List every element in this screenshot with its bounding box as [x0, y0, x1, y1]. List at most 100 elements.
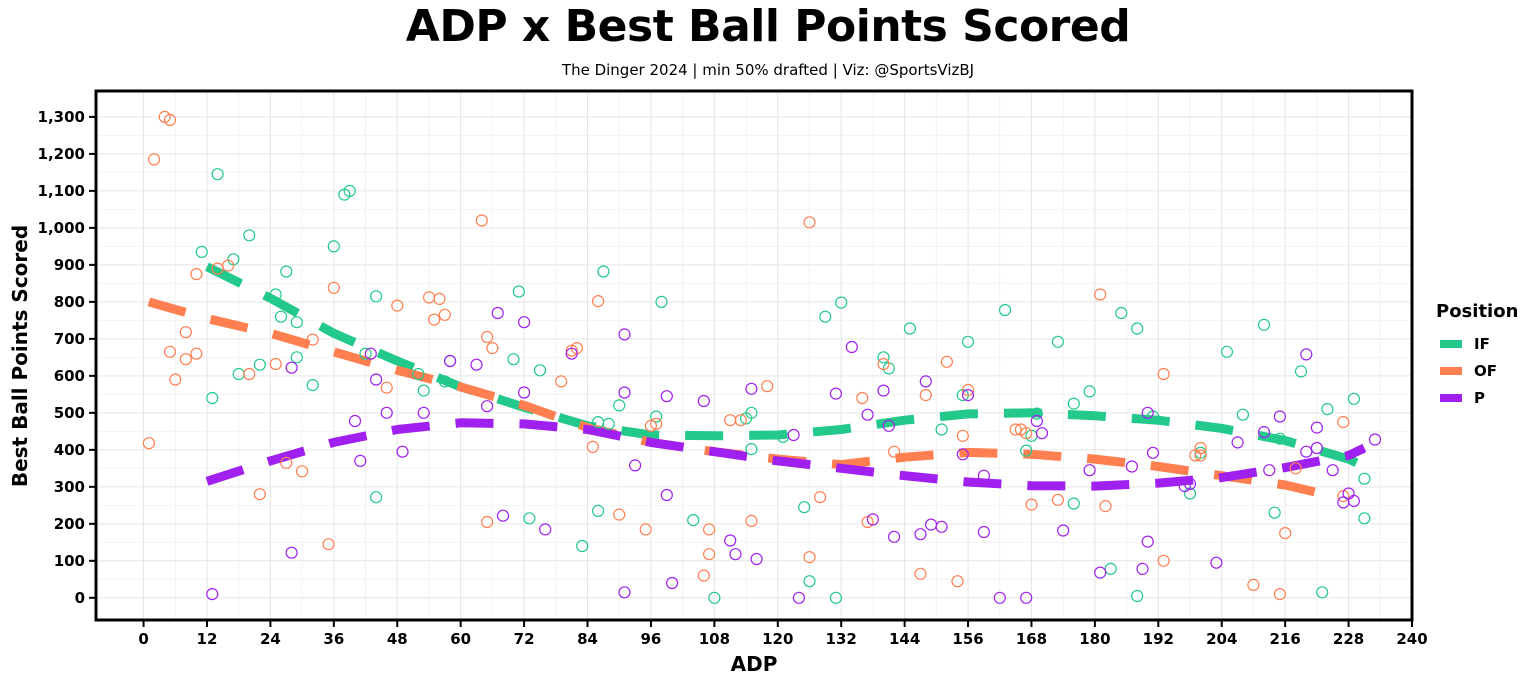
- data-point-p: [745, 382, 758, 395]
- data-point-of: [586, 440, 599, 453]
- data-point-if: [613, 399, 626, 412]
- data-point-p: [882, 419, 895, 432]
- data-point-p: [792, 591, 806, 604]
- data-point-if: [1104, 562, 1117, 576]
- trend-line-of: [147, 297, 1318, 497]
- data-point-of: [190, 268, 203, 281]
- data-point-p: [1310, 421, 1324, 434]
- data-point-of: [433, 292, 446, 305]
- plot-frame: [94, 89, 1414, 622]
- data-point-p: [729, 548, 742, 561]
- data-point-p: [1146, 446, 1160, 459]
- grid-lines: [96, 91, 1413, 620]
- data-point-of: [222, 259, 235, 272]
- data-point-if: [1273, 432, 1287, 445]
- data-point-p: [1263, 464, 1276, 477]
- data-point-p: [1094, 566, 1107, 579]
- data-point-p: [481, 400, 494, 413]
- data-point-of: [813, 491, 827, 504]
- data-point-p: [1273, 410, 1287, 423]
- data-point-of: [803, 550, 816, 564]
- data-point-of: [914, 567, 927, 580]
- data-point-p: [1083, 464, 1096, 477]
- data-point-if: [290, 316, 303, 329]
- x-tick-label: 144: [889, 630, 920, 648]
- data-point-of: [486, 342, 499, 355]
- data-point-of: [639, 523, 652, 536]
- data-point-if: [1115, 306, 1128, 320]
- data-point-of: [1094, 288, 1107, 301]
- data-point-if: [1220, 345, 1234, 358]
- data-point-of: [148, 153, 161, 166]
- y-tick-label: 800: [54, 293, 85, 311]
- data-point-if: [877, 351, 890, 364]
- data-point-if: [359, 347, 372, 360]
- data-point-if: [206, 391, 219, 405]
- data-point-p: [1300, 348, 1313, 361]
- legend-title: Position: [1436, 301, 1518, 322]
- data-point-p: [517, 316, 531, 329]
- x-axis: 0 12 24 36 48 60 72 84 96 108 120 132 144 156 168 180 19…: [138, 621, 1428, 648]
- data-point-p: [1183, 477, 1197, 490]
- data-point-p: [1368, 433, 1382, 446]
- data-point-of: [554, 375, 568, 388]
- data-point-of: [644, 419, 658, 432]
- data-point-if: [803, 575, 816, 588]
- data-point-if: [370, 491, 383, 504]
- data-point-if: [1067, 397, 1080, 410]
- data-point-if: [655, 295, 668, 308]
- data-point-p: [787, 428, 800, 442]
- data-point-of: [269, 357, 282, 371]
- data-point-of: [322, 538, 335, 551]
- data-point-p: [1326, 464, 1339, 477]
- data-point-of: [1273, 587, 1287, 601]
- data-point-of: [613, 508, 626, 521]
- data-point-p: [845, 340, 858, 354]
- data-point-p: [829, 387, 843, 400]
- data-point-if: [370, 290, 383, 303]
- data-point-p: [628, 459, 642, 472]
- data-point-of: [961, 383, 975, 396]
- data-point-of: [142, 437, 155, 450]
- y-tick-label: 600: [54, 367, 85, 385]
- x-tick-label: 60: [450, 630, 471, 648]
- data-point-p: [1136, 562, 1149, 576]
- data-point-of: [702, 548, 716, 561]
- y-tick-label: 300: [54, 478, 85, 496]
- data-point-if: [1316, 586, 1329, 599]
- data-point-p: [285, 361, 298, 374]
- data-point-p: [618, 328, 631, 341]
- data-point-p: [993, 591, 1006, 604]
- data-point-of: [877, 357, 890, 371]
- data-point-if: [1131, 589, 1144, 603]
- data-point-if: [1083, 385, 1096, 398]
- data-point-of: [887, 445, 901, 458]
- x-tick-label: 192: [1143, 630, 1174, 648]
- data-point-of: [1289, 462, 1302, 475]
- data-point-if: [745, 406, 758, 419]
- data-point-of: [1025, 498, 1038, 511]
- data-point-if: [798, 501, 811, 514]
- data-point-if: [417, 384, 430, 397]
- legend: Position IF OF P: [1436, 301, 1518, 407]
- x-tick-label: 120: [762, 630, 793, 648]
- data-point-of: [956, 429, 969, 442]
- data-point-if: [1321, 403, 1334, 416]
- series-p: [206, 306, 1382, 604]
- data-point-of: [1247, 578, 1260, 592]
- data-point-p: [1035, 427, 1049, 440]
- data-point-if: [597, 265, 610, 278]
- data-point-if: [745, 443, 758, 456]
- data-point-p: [348, 414, 362, 428]
- data-point-p: [517, 386, 531, 399]
- y-tick-label: 900: [54, 256, 85, 274]
- data-point-p: [565, 347, 578, 360]
- data-point-p: [724, 534, 737, 547]
- x-tick-label: 132: [826, 630, 857, 648]
- data-point-p: [961, 389, 975, 402]
- data-point-p: [1347, 494, 1361, 507]
- data-point-if: [523, 512, 536, 525]
- data-point-p: [1057, 524, 1070, 537]
- data-point-p: [861, 408, 874, 421]
